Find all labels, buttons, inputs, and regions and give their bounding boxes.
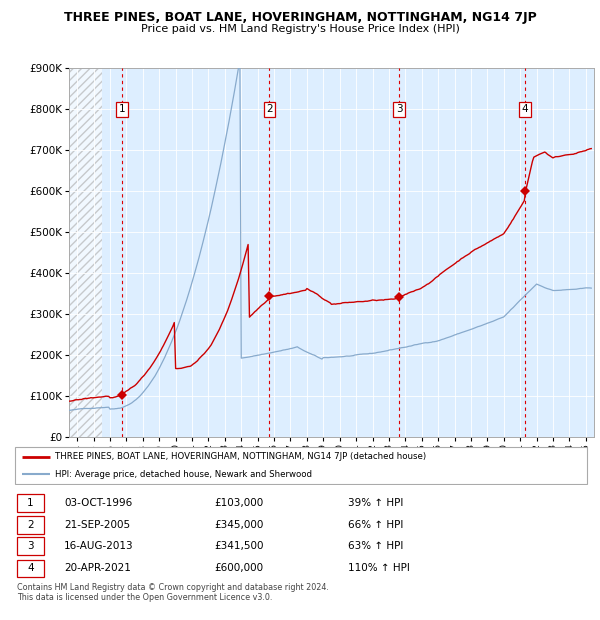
Text: 2: 2 <box>27 520 34 529</box>
Bar <box>17 494 44 512</box>
Text: Price paid vs. HM Land Registry's House Price Index (HPI): Price paid vs. HM Land Registry's House … <box>140 24 460 33</box>
Text: 4: 4 <box>522 104 529 114</box>
Text: HPI: Average price, detached house, Newark and Sherwood: HPI: Average price, detached house, Newa… <box>55 470 313 479</box>
Text: £103,000: £103,000 <box>215 498 264 508</box>
Text: £600,000: £600,000 <box>215 563 264 573</box>
Text: £341,500: £341,500 <box>215 541 264 551</box>
Text: 20-APR-2021: 20-APR-2021 <box>64 563 131 573</box>
Text: 1: 1 <box>27 498 34 508</box>
Bar <box>17 516 44 534</box>
Text: 66% ↑ HPI: 66% ↑ HPI <box>348 520 403 529</box>
Bar <box>17 538 44 555</box>
Text: 3: 3 <box>396 104 403 114</box>
Text: Contains HM Land Registry data © Crown copyright and database right 2024.
This d: Contains HM Land Registry data © Crown c… <box>17 583 329 602</box>
Text: 4: 4 <box>27 563 34 573</box>
Text: THREE PINES, BOAT LANE, HOVERINGHAM, NOTTINGHAM, NG14 7JP (detached house): THREE PINES, BOAT LANE, HOVERINGHAM, NOT… <box>55 452 427 461</box>
Text: £345,000: £345,000 <box>215 520 264 529</box>
Bar <box>17 559 44 577</box>
Text: 3: 3 <box>27 541 34 551</box>
Text: 63% ↑ HPI: 63% ↑ HPI <box>348 541 403 551</box>
Text: 21-SEP-2005: 21-SEP-2005 <box>64 520 130 529</box>
Text: 2: 2 <box>266 104 273 114</box>
Text: 110% ↑ HPI: 110% ↑ HPI <box>348 563 410 573</box>
Text: 03-OCT-1996: 03-OCT-1996 <box>64 498 133 508</box>
Text: THREE PINES, BOAT LANE, HOVERINGHAM, NOTTINGHAM, NG14 7JP: THREE PINES, BOAT LANE, HOVERINGHAM, NOT… <box>64 11 536 24</box>
Text: 1: 1 <box>119 104 125 114</box>
Text: 39% ↑ HPI: 39% ↑ HPI <box>348 498 403 508</box>
Text: 16-AUG-2013: 16-AUG-2013 <box>64 541 134 551</box>
